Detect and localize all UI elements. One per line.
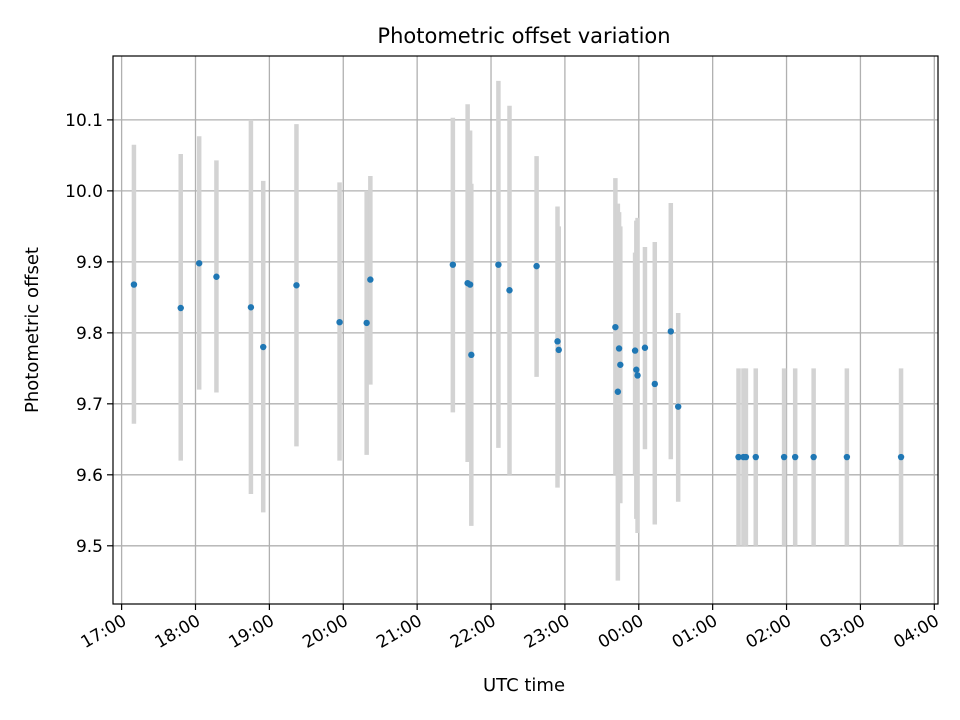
data-point (449, 261, 457, 268)
chart-title: Photometric offset variation (377, 24, 670, 48)
data-point (213, 273, 220, 280)
grid (113, 56, 938, 604)
data-point (247, 304, 255, 311)
data-point (363, 319, 370, 327)
data-point (495, 261, 502, 268)
y-tick-label: 9.7 (76, 395, 103, 415)
data-point (195, 260, 203, 267)
data-point (466, 281, 474, 288)
data-point (651, 380, 658, 388)
y-tick-label: 9.6 (76, 466, 103, 486)
data-point (641, 344, 649, 351)
data-point (554, 338, 561, 345)
data-point (791, 453, 799, 461)
data-point (752, 453, 759, 461)
y-axis-ticks: 9.5 9.6 9.7 9.8 9.9 10.0 10.1 (65, 111, 113, 557)
data-point (674, 403, 682, 410)
data-point (260, 343, 267, 351)
data-point (634, 372, 641, 379)
data-point (897, 453, 905, 461)
plot-frame (112, 55, 939, 605)
data-point (533, 262, 540, 270)
data-point (612, 323, 619, 331)
data-point (810, 453, 817, 461)
data-point (667, 328, 674, 335)
y-tick-label: 9.5 (76, 537, 103, 557)
data-point (555, 346, 562, 354)
data-point (367, 276, 374, 283)
data-point (617, 361, 624, 368)
y-axis-label: Photometric offset (22, 247, 43, 413)
x-axis-label: UTC time (483, 675, 565, 696)
data-point (614, 388, 622, 395)
y-tick-label: 9.8 (76, 324, 103, 344)
data-point (843, 453, 851, 461)
y-tick-label: 9.9 (76, 253, 103, 273)
y-tick-label: 10.0 (65, 182, 103, 202)
data-point (631, 347, 639, 354)
data-points (130, 260, 905, 461)
data-point (177, 304, 184, 312)
data-point (780, 453, 788, 461)
data-point (506, 287, 513, 294)
data-point (336, 318, 343, 326)
data-point (615, 345, 623, 352)
y-tick-label: 10.1 (65, 111, 103, 131)
data-point (293, 282, 300, 289)
data-point (633, 366, 640, 373)
data-point (742, 453, 750, 461)
data-point (130, 281, 138, 288)
data-point (735, 453, 742, 461)
data-point (468, 351, 475, 359)
